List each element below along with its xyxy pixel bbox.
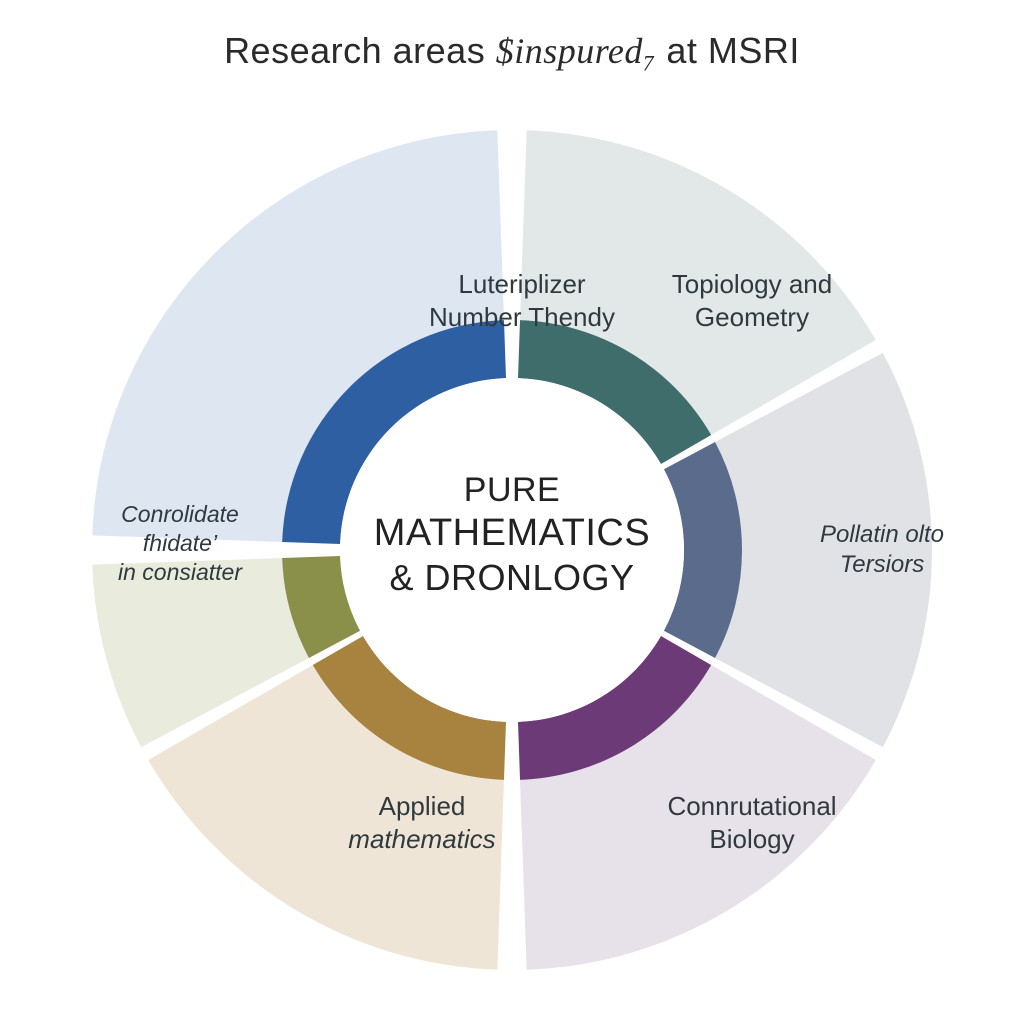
page-title: Research areas $inspured₇ at MSRI bbox=[0, 30, 1024, 72]
center-hole bbox=[340, 378, 684, 722]
donut-chart: PURE MATHEMATICS & DRONLOGY Luteriplizer… bbox=[62, 100, 962, 1000]
title-suffix: at MSRI bbox=[656, 30, 800, 71]
title-styled: $inspured₇ bbox=[496, 31, 656, 71]
donut-svg bbox=[62, 100, 962, 1000]
title-prefix: Research areas bbox=[224, 30, 496, 71]
